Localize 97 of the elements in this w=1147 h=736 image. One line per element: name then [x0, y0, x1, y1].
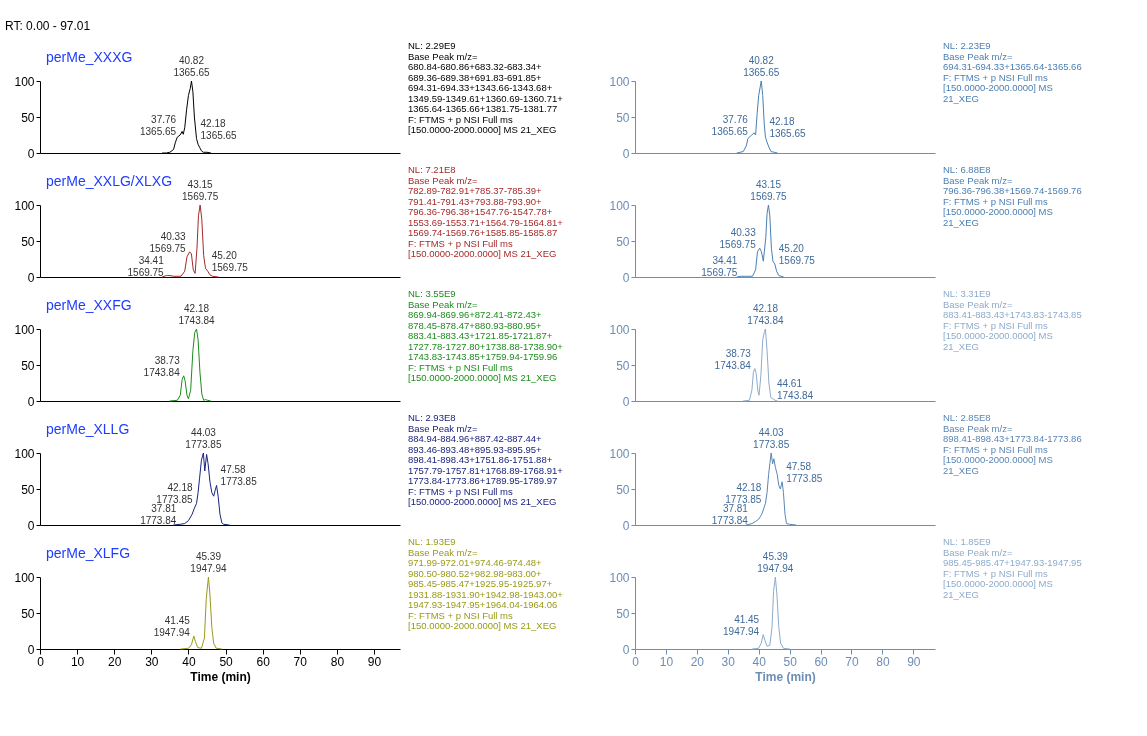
y-tick-label: 50 [21, 358, 35, 373]
y-tick-label: 0 [622, 518, 630, 533]
annotation: 43.15 1569.75 [182, 179, 219, 202]
annotation: 42.18 1365.65 [200, 117, 238, 141]
x-tick-label: 90 [367, 654, 382, 669]
y-tick-label: 100 [609, 198, 630, 213]
text: NL: 2.93E8 Base Peak m/z= 884.94-884.96+887.42-887.44+ 893.46-893.48+895.93-895.95+ 898.41-898.43+1751.86-1751.88+ 1757.79-1757.81+1768.89-1768.91+ 1773.84-1773.86+1789.95-1789.97 F: FTMS + p NSI Full ms [150.0000-2000.0000] MS 21_XEG [408, 412, 563, 507]
x-tick-label: 50 [219, 654, 234, 669]
x-tick-label: 10 [70, 654, 85, 669]
annotation: 38.73 1743.84 [143, 354, 181, 378]
text: NL: 6.88E8 Base Peak m/z= 796.36-796.38+1569.74-1569.76 F: FTMS + p NSI Full ms [150.0000-2000.0000] MS 21_XEG [943, 164, 1082, 228]
x-tick-label: 60 [814, 654, 829, 669]
annotation: 41.45 1947.94 [723, 613, 760, 637]
y-tick-label: 0 [622, 642, 630, 657]
x-tick-label: 0 [632, 654, 640, 669]
x-tick-label: 20 [108, 654, 122, 669]
y-tick-label: 0 [622, 394, 630, 409]
annotation: 47.58 1773.85 [786, 460, 823, 484]
text: NL: 3.55E9 Base Peak m/z= 869.94-869.96+872.41-872.43+ 878.45-878.47+880.93-880.95+ 883.41-883.43+1721.85-1721.87+ 1727.78-1727.80+1738.88-1738.90+ 1743.83-1743.85+1759.94-1759.96 F: FTMS + p NSI Full ms [150.0000-2000.0000] MS 21_XEG [408, 288, 563, 383]
annotation: 34.41 1569.75 [127, 254, 165, 278]
annotation: 45.39 1947.94 [757, 551, 794, 574]
chart-title: perMe_XLLG [46, 421, 130, 437]
x-tick-label: 70 [293, 654, 308, 669]
y-tick-label: 100 [609, 446, 630, 461]
x-tick-label: 30 [721, 654, 736, 669]
y-tick-label: 100 [14, 74, 35, 89]
y-tick-label: 100 [609, 322, 630, 337]
annotation: 37.81 1773.84 [140, 503, 177, 527]
text: NL: 2.29E9 Base Peak m/z= 680.84-680.86+683.32-683.34+ 689.36-689.38+691.83-691.85+ 694.31-694.33+1343.66-1343.68+ 1349.59-1349.61+1360.69-1360.71+ 1365.64-1365.66+1381.75-1381.77 F: FTMS + p NSI Full ms [150.0000-2000.0000] MS 21_XEG [408, 40, 563, 135]
annotation: 45.39 1947.94 [190, 551, 227, 574]
x-tick-label: 30 [145, 654, 159, 669]
x-axis-title: Time (min) [755, 669, 816, 684]
x-tick-label: 60 [256, 654, 271, 669]
chart-title: perMe_XXFG [46, 297, 132, 313]
y-tick-label: 50 [616, 358, 630, 373]
y-tick-label: 100 [14, 570, 35, 585]
y-tick-label: 0 [27, 394, 35, 409]
x-tick-label: 40 [752, 654, 767, 669]
x-tick-label: 10 [659, 654, 674, 669]
y-tick-label: 0 [622, 146, 630, 161]
annotation: 43.15 1569.75 [750, 179, 787, 202]
annotation: 40.33 1569.75 [719, 227, 757, 251]
annotation: 40.82 1365.65 [743, 55, 780, 78]
y-tick-label: 50 [21, 606, 35, 621]
text: NL: 1.93E9 Base Peak m/z= 971.99-972.01+974.46-974.48+ 980.50-980.52+982.98-983.00+ 985.45-985.47+1925.95-1925.97+ 1931.88-1931.90+1942.98-1943.00+ 1947.93-1947.95+1964.04-1964.06 F: FTMS + p NSI Full ms [150.0000-2000.0000] MS 21_XEG [408, 536, 563, 631]
annotation: 38.73 1743.84 [714, 347, 752, 371]
x-tick-label: 90 [907, 654, 921, 669]
y-tick-label: 0 [27, 146, 35, 161]
annotation: 37.76 1365.65 [711, 114, 749, 137]
annotation: 42.18 1773.85 [156, 482, 193, 506]
y-tick-label: 0 [27, 270, 35, 285]
chart-title: perMe_XLFG [46, 545, 131, 561]
chart-title: perMe_XXXG [46, 49, 133, 65]
x-tick-label: 80 [876, 654, 890, 669]
chart-title: perMe_XXLG/XLXG [46, 173, 173, 189]
annotation: 40.33 1569.75 [149, 230, 187, 254]
annotation: 37.76 1365.65 [139, 114, 177, 137]
y-tick-label: 100 [609, 74, 630, 89]
annotation: 47.58 1773.85 [220, 464, 258, 488]
y-tick-label: 50 [21, 234, 35, 249]
y-tick-label: 100 [14, 446, 35, 461]
y-tick-label: 50 [616, 482, 630, 497]
x-tick-label: 0 [37, 654, 45, 669]
y-tick-label: 50 [616, 234, 630, 249]
annotation: 44.03 1773.85 [753, 427, 790, 450]
y-tick-label: 50 [616, 606, 630, 621]
text: NL: 2.23E9 Base Peak m/z= 694.31-694.33+1365.64-1365.66 F: FTMS + p NSI Full ms [150.0000-2000.0000] MS 21_XEG [943, 40, 1082, 104]
x-tick-label: 40 [182, 654, 196, 669]
text: NL: 2.85E8 Base Peak m/z= 898.41-898.43+1773.84-1773.86 F: FTMS + p NSI Full ms [150.0000-2000.0000] MS 21_XEG [943, 412, 1082, 476]
annotation: 45.20 1569.75 [778, 243, 816, 267]
text: RT: 0.00 - 97.01 [5, 19, 91, 33]
x-tick-label: 80 [330, 654, 345, 669]
y-tick-label: 100 [14, 198, 35, 213]
y-tick-label: 50 [21, 110, 35, 125]
x-tick-label: 20 [690, 654, 705, 669]
x-tick-label: 70 [845, 654, 859, 669]
y-tick-label: 100 [609, 570, 630, 585]
text: NL: 1.85E9 Base Peak m/z= 985.45-985.47+1947.93-1947.95 F: FTMS + p NSI Full ms [150.0000-2000.0000] MS 21_XEG [943, 536, 1082, 600]
annotation: 34.41 1569.75 [701, 255, 738, 279]
annotation: 41.45 1947.94 [153, 615, 191, 639]
annotation: 44.03 1773.85 [185, 427, 222, 450]
annotation: 40.82 1365.65 [173, 55, 210, 78]
annotation: 42.18 1743.84 [178, 303, 216, 326]
annotation: 45.20 1569.75 [211, 250, 249, 274]
y-tick-label: 0 [27, 518, 35, 533]
annotation: 42.18 1743.84 [747, 303, 784, 326]
text: NL: 7.21E8 Base Peak m/z= 782.89-782.91+785.37-785.39+ 791.41-791.43+793.88-793.90+ 796.36-796.38+1547.76-1547.78+ 1553.69-1553.71+1564.79-1564.81+ 1569.74-1569.76+1585.85-1585.87 F: FTMS + p NSI Full ms [150.0000-2000.0000] MS 21_XEG [408, 164, 563, 259]
annotation: 42.18 1365.65 [769, 116, 807, 140]
y-tick-label: 50 [21, 482, 35, 497]
y-tick-label: 0 [27, 642, 35, 657]
y-tick-label: 50 [616, 110, 630, 125]
text: NL: 3.31E9 Base Peak m/z= 883.41-883.43+1743.83-1743.85 F: FTMS + p NSI Full ms [150.0000-2000.0000] MS 21_XEG [943, 288, 1082, 352]
y-tick-label: 100 [14, 322, 35, 337]
y-tick-label: 0 [622, 270, 630, 285]
x-axis-title: Time (min) [190, 669, 251, 684]
x-tick-label: 50 [783, 654, 798, 669]
annotation: 44.61 1743.84 [776, 377, 814, 401]
